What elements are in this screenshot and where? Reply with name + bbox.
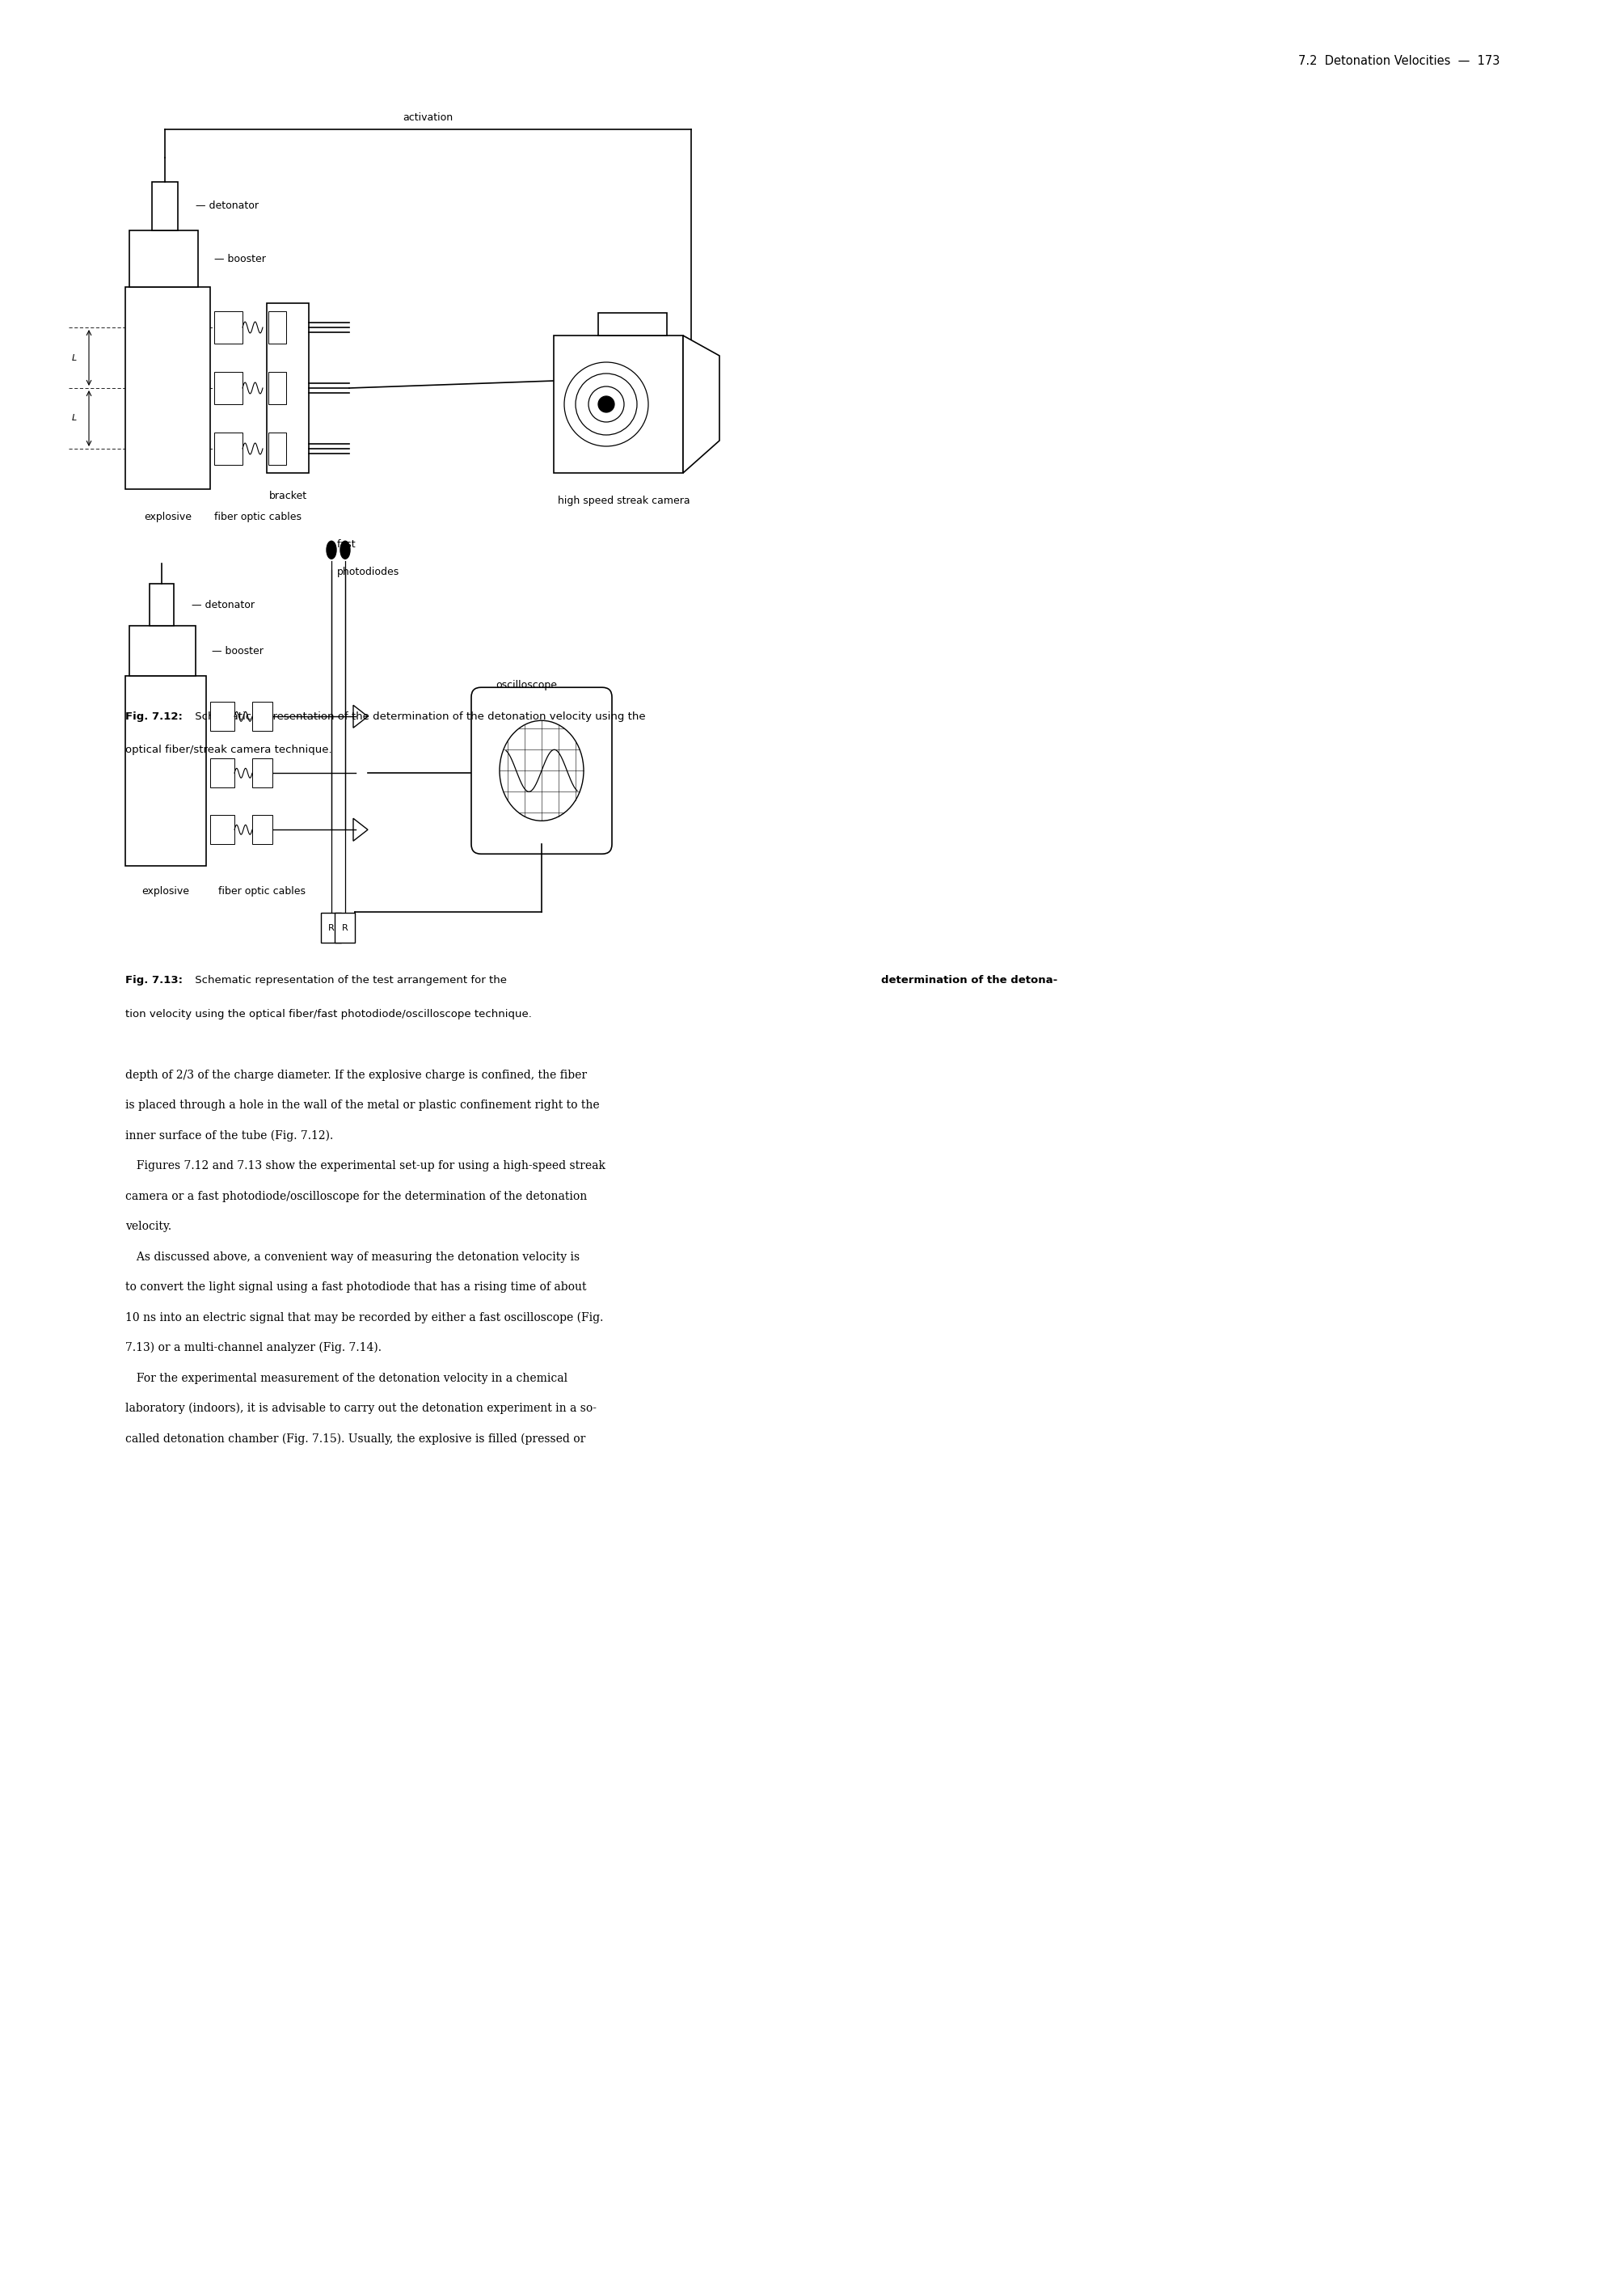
Text: oscilloscope: oscilloscope [495,681,557,690]
Bar [125,676,206,866]
Text: 10 ns into an electric signal that may be recorded by either a fast oscilloscope: 10 ns into an electric signal that may b… [125,1311,604,1322]
Bar [268,433,286,465]
Text: For the experimental measurement of the detonation velocity in a chemical: For the experimental measurement of the … [125,1373,567,1384]
Bar [268,312,286,344]
Bar [125,286,209,488]
Text: L: L [71,415,76,422]
Bar [209,759,234,788]
Text: Fig. 7.12:: Fig. 7.12: [125,711,182,722]
Bar [149,584,174,626]
Text: inner surface of the tube (Fig. 7.12).: inner surface of the tube (Fig. 7.12). [125,1130,333,1141]
Text: R: R [341,924,348,933]
Polygon shape [684,335,719,472]
Text: 7.13) or a multi-channel analyzer (Fig. 7.14).: 7.13) or a multi-channel analyzer (Fig. … [125,1343,382,1355]
Bar [153,181,179,231]
Ellipse shape [500,720,583,821]
Text: explosive: explosive [145,511,192,523]
Circle shape [564,362,648,447]
Bar [130,626,195,676]
Text: 7.2  Detonation Velocities  —  173: 7.2 Detonation Velocities — 173 [1298,55,1499,66]
Text: bracket: bracket [268,490,307,502]
Bar [252,816,273,843]
Bar [130,231,198,286]
Text: — detonator: — detonator [192,601,255,610]
Circle shape [575,374,637,435]
Text: activation: activation [403,112,453,124]
Text: camera or a fast photodiode/oscilloscope for the determination of the detonation: camera or a fast photodiode/oscilloscope… [125,1190,586,1201]
Ellipse shape [326,541,336,559]
Text: determination of the detona-: determination of the detona- [882,974,1057,986]
Text: R: R [328,924,335,933]
Text: Figures 7.12 and 7.13 show the experimental set-up for using a high-speed streak: Figures 7.12 and 7.13 show the experimen… [125,1160,606,1171]
Text: to convert the light signal using a fast photodiode that has a rising time of ab: to convert the light signal using a fast… [125,1281,586,1293]
Bar [252,701,273,731]
FancyBboxPatch shape [471,688,612,855]
Bar [335,912,356,942]
Text: — detonator: — detonator [195,202,258,211]
Bar [214,433,242,465]
Text: velocity.: velocity. [125,1222,172,1233]
Bar [554,335,684,472]
Text: fast: fast [338,539,356,550]
Bar [209,816,234,843]
Text: — booster: — booster [211,646,263,656]
Bar [268,371,286,403]
Bar [252,759,273,788]
Bar [598,314,667,335]
Text: high speed streak camera: high speed streak camera [557,495,690,507]
Bar [266,303,309,472]
Text: L: L [71,353,76,362]
Bar [214,312,242,344]
Circle shape [588,387,624,422]
Text: Schematic representation of the determination of the detonation velocity using t: Schematic representation of the determin… [192,711,646,722]
Text: laboratory (indoors), it is advisable to carry out the detonation experiment in : laboratory (indoors), it is advisable to… [125,1403,596,1414]
Ellipse shape [341,541,351,559]
Bar [322,912,341,942]
Bar [214,371,242,403]
Bar [209,701,234,731]
Text: fiber optic cables: fiber optic cables [214,511,302,523]
Text: optical fiber/streak camera technique.: optical fiber/streak camera technique. [125,745,331,756]
Text: photodiodes: photodiodes [338,566,400,578]
Text: As discussed above, a convenient way of measuring the detonation velocity is: As discussed above, a convenient way of … [125,1251,580,1263]
Text: Schematic representation of the test arrangement for the: Schematic representation of the test arr… [192,974,510,986]
Text: is placed through a hole in the wall of the metal or plastic confinement right t: is placed through a hole in the wall of … [125,1100,599,1112]
Text: called detonation chamber (Fig. 7.15). Usually, the explosive is filled (pressed: called detonation chamber (Fig. 7.15). U… [125,1432,586,1444]
Text: tion velocity using the optical fiber/fast photodiode/oscilloscope technique.: tion velocity using the optical fiber/fa… [125,1008,531,1020]
Text: Fig. 7.13:: Fig. 7.13: [125,974,182,986]
Text: — booster: — booster [214,254,266,264]
Circle shape [598,397,614,413]
Text: explosive: explosive [141,887,190,896]
Text: fiber optic cables: fiber optic cables [218,887,305,896]
Text: depth of 2/3 of the charge diameter. If the explosive charge is confined, the fi: depth of 2/3 of the charge diameter. If … [125,1068,586,1080]
